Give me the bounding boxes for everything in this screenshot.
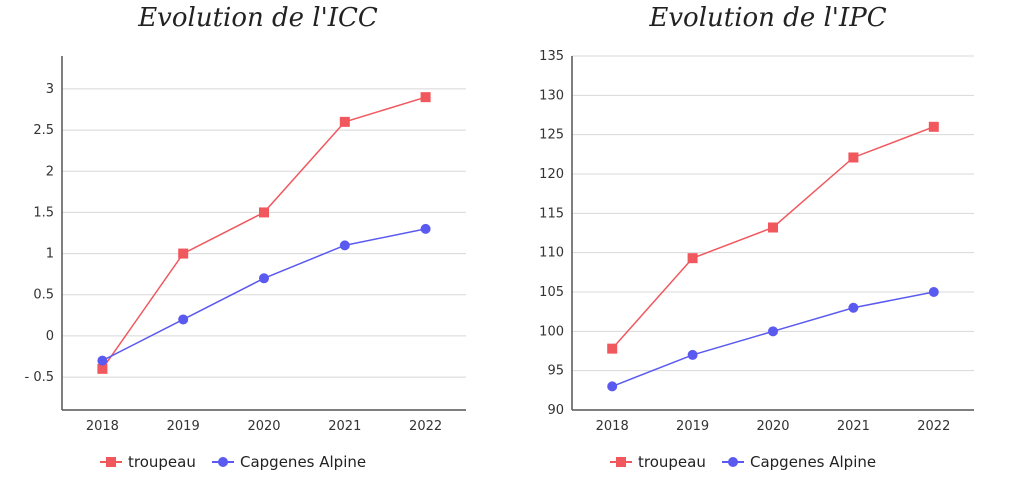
icc-chart: Evolution de l'ICC - 0.5 0 0.5 1 1.5 2 2.5 3 2018… — [25, 3, 466, 471]
data-point-troupeau[interactable] — [259, 207, 269, 218]
x-tick-label: 2018 — [596, 419, 629, 434]
data-point-troupeau[interactable] — [339, 116, 350, 127]
legend-circle-marker — [218, 457, 228, 467]
series-line-capgenes-alpine — [611, 291, 934, 388]
y-tick-label: 90 — [547, 403, 564, 418]
y-tick-label: 2 — [46, 164, 54, 179]
series-line-troupeau — [101, 96, 426, 370]
legend-label: troupeau — [128, 453, 196, 471]
x-tick-label: 2021 — [328, 419, 361, 434]
y-tick-label: 95 — [547, 364, 564, 379]
legend-label: troupeau — [638, 453, 706, 471]
data-point-capgenes-alpine[interactable] — [687, 349, 698, 360]
legend-item[interactable]: troupeau — [100, 453, 196, 471]
chart-title: Evolution de l'ICC — [137, 3, 378, 33]
data-point-troupeau[interactable] — [607, 343, 618, 354]
data-point-capgenes-alpine[interactable] — [607, 381, 618, 392]
y-tick-label: 100 — [539, 324, 564, 339]
series-line-troupeau — [611, 126, 935, 350]
legend-item[interactable]: Capgenes Alpine — [212, 453, 366, 471]
legend-item[interactable]: Capgenes Alpine — [722, 453, 876, 471]
data-point-capgenes-alpine[interactable] — [339, 240, 350, 251]
data-point-capgenes-alpine[interactable] — [928, 287, 939, 297]
x-tick-label: 2020 — [756, 419, 789, 434]
y-tick-label: 125 — [539, 128, 564, 143]
y-tick-label: - 0.5 — [25, 370, 55, 385]
x-tick-label: 2018 — [86, 419, 119, 434]
data-point-troupeau[interactable] — [928, 121, 939, 132]
x-tick-label: 2019 — [676, 419, 709, 434]
data-point-troupeau[interactable] — [97, 363, 108, 374]
y-tick-label: 130 — [539, 88, 564, 103]
data-point-troupeau[interactable] — [687, 253, 698, 264]
x-tick-label: 2022 — [917, 419, 950, 434]
data-point-troupeau[interactable] — [420, 92, 431, 103]
data-point-capgenes-alpine[interactable] — [768, 326, 778, 337]
y-tick-label: 1.5 — [33, 205, 54, 220]
legend-item[interactable]: troupeau — [610, 453, 706, 471]
y-tick-label: 0.5 — [33, 288, 54, 303]
data-point-capgenes-alpine[interactable] — [259, 273, 269, 284]
data-point-troupeau[interactable] — [178, 248, 189, 259]
y-tick-label: 110 — [539, 246, 564, 261]
ipc-chart: Evolution de l'IPC 90 95 100 105 110 115 120 125… — [539, 3, 974, 471]
chart-title: Evolution de l'IPC — [648, 3, 886, 33]
data-point-troupeau[interactable] — [768, 222, 778, 233]
y-tick-label: 105 — [539, 285, 564, 300]
x-tick-label: 2019 — [167, 419, 200, 434]
data-point-capgenes-alpine[interactable] — [848, 302, 859, 313]
y-tick-label: 1 — [46, 247, 54, 262]
legend-square-marker — [616, 457, 626, 467]
y-tick-label: 135 — [539, 49, 564, 64]
legend-square-marker — [106, 457, 116, 467]
legend-label: Capgenes Alpine — [750, 453, 876, 471]
x-tick-label: 2021 — [837, 419, 870, 434]
legend-label: Capgenes Alpine — [240, 453, 366, 471]
y-tick-label: 3 — [46, 82, 54, 97]
y-tick-label: 120 — [539, 167, 564, 182]
y-tick-label: 2.5 — [33, 123, 54, 138]
y-tick-label: 0 — [46, 329, 54, 344]
y-tick-label: 115 — [539, 206, 564, 221]
data-point-capgenes-alpine[interactable] — [420, 223, 431, 234]
x-tick-label: 2020 — [247, 419, 280, 434]
legend-circle-marker — [728, 457, 738, 467]
x-tick-label: 2022 — [409, 419, 442, 434]
data-point-capgenes-alpine[interactable] — [178, 314, 189, 325]
data-point-capgenes-alpine[interactable] — [97, 355, 108, 366]
data-point-troupeau[interactable] — [848, 152, 859, 163]
